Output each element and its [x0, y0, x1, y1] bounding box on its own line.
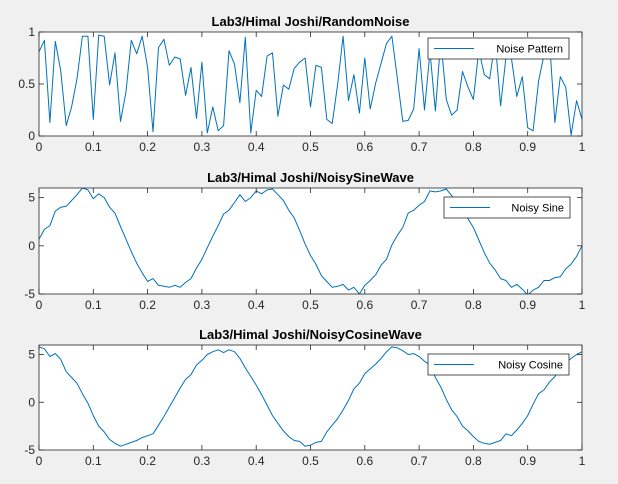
chart-0-xtick-label-10: 1 [579, 140, 586, 154]
chart-2-xtick-label-6: 0.6 [356, 454, 373, 468]
chart-1-series-0-line [39, 188, 582, 294]
chart-2-xtick-label-5: 0.5 [302, 454, 319, 468]
chart-1-xtick-label-8: 0.8 [465, 298, 482, 312]
chart-0-legend-box [427, 37, 570, 60]
chart-2-ytick-label-1: 0 [28, 395, 35, 409]
chart-0-title: Lab3/Himal Joshi/RandomNoise [212, 14, 410, 29]
chart-1-xtick-label-5: 0.5 [302, 298, 319, 312]
chart-2-xtick-label-9: 0.9 [519, 454, 536, 468]
chart-0-xtick-label-9: 0.9 [519, 140, 536, 154]
chart-2-xtick-label-1: 0.1 [85, 454, 102, 468]
chart-0-legend: Noise Pattern [427, 37, 570, 60]
chart-1-ytick-label-2: 5 [28, 191, 35, 205]
chart-2-legend: Noisy Cosine [427, 353, 570, 376]
chart-2-title: Lab3/Himal Joshi/NoisyCosineWave [199, 327, 422, 342]
chart-0-xtick-label-6: 0.6 [356, 140, 373, 154]
chart-1-legend: Noisy Sine [443, 196, 571, 219]
chart-0-xtick-label-5: 0.5 [302, 140, 319, 154]
chart-1-xtick-label-7: 0.7 [411, 298, 428, 312]
chart-0-xtick-label-7: 0.7 [411, 140, 428, 154]
chart-2-xtick-label-10: 1 [579, 454, 586, 468]
chart-2-ytick-label-2: 5 [28, 348, 35, 362]
chart-1-legend-box [443, 196, 571, 219]
chart-0-xtick-label-8: 0.8 [465, 140, 482, 154]
chart-2-xtick-label-4: 0.4 [248, 454, 265, 468]
chart-1-xtick-label-10: 1 [579, 298, 586, 312]
chart-0-xtick-label-3: 0.3 [194, 140, 211, 154]
chart-0-xtick-label-2: 0.2 [139, 140, 156, 154]
chart-2-ytick-label-0: -5 [24, 443, 35, 457]
chart-0-ytick-label-1: 0.5 [18, 77, 35, 91]
chart-2-legend-box [427, 353, 570, 376]
chart-1-xtick-label-1: 0.1 [85, 298, 102, 312]
chart-2-xtick-label-3: 0.3 [194, 454, 211, 468]
chart-2-xtick-label-8: 0.8 [465, 454, 482, 468]
chart-0-series-0-line [39, 34, 582, 136]
chart-1-xtick-label-2: 0.2 [139, 298, 156, 312]
chart-1-xtick-label-0: 0 [36, 298, 43, 312]
chart-1: Lab3/Himal Joshi/NoisySineWave 0 0.1 0.2 0.3… [24, 170, 585, 312]
chart-0-legend-label: Noise Pattern [496, 44, 563, 56]
chart-0: Lab3/Himal Joshi/RandomNoise 0 0.1 0.2 0.3 0.… [18, 14, 585, 154]
chart-0-ytick-label-0: 0 [28, 129, 35, 143]
chart-0-xtick-label-0: 0 [36, 140, 43, 154]
chart-1-xtick-label-6: 0.6 [356, 298, 373, 312]
chart-1-ytick-label-0: -5 [24, 287, 35, 301]
chart-0-xtick-label-1: 0.1 [85, 140, 102, 154]
chart-1-ytick-label-1: 0 [28, 239, 35, 253]
chart-2-xtick-label-2: 0.2 [139, 454, 156, 468]
chart-2-xtick-label-0: 0 [36, 454, 43, 468]
chart-1-xtick-label-9: 0.9 [519, 298, 536, 312]
chart-0-ytick-label-2: 1 [28, 25, 35, 39]
chart-1-xtick-label-3: 0.3 [194, 298, 211, 312]
chart-0-xtick-label-4: 0.4 [248, 140, 265, 154]
chart-2: Lab3/Himal Joshi/NoisyCosineWave 0 0.1 0.2 0… [24, 327, 585, 468]
chart-1-xtick-label-4: 0.4 [248, 298, 265, 312]
chart-2-legend-label: Noisy Cosine [498, 360, 563, 372]
chart-1-legend-label: Noisy Sine [511, 203, 564, 215]
chart-2-xtick-label-7: 0.7 [411, 454, 428, 468]
chart-1-title: Lab3/Himal Joshi/NoisySineWave [207, 170, 414, 185]
